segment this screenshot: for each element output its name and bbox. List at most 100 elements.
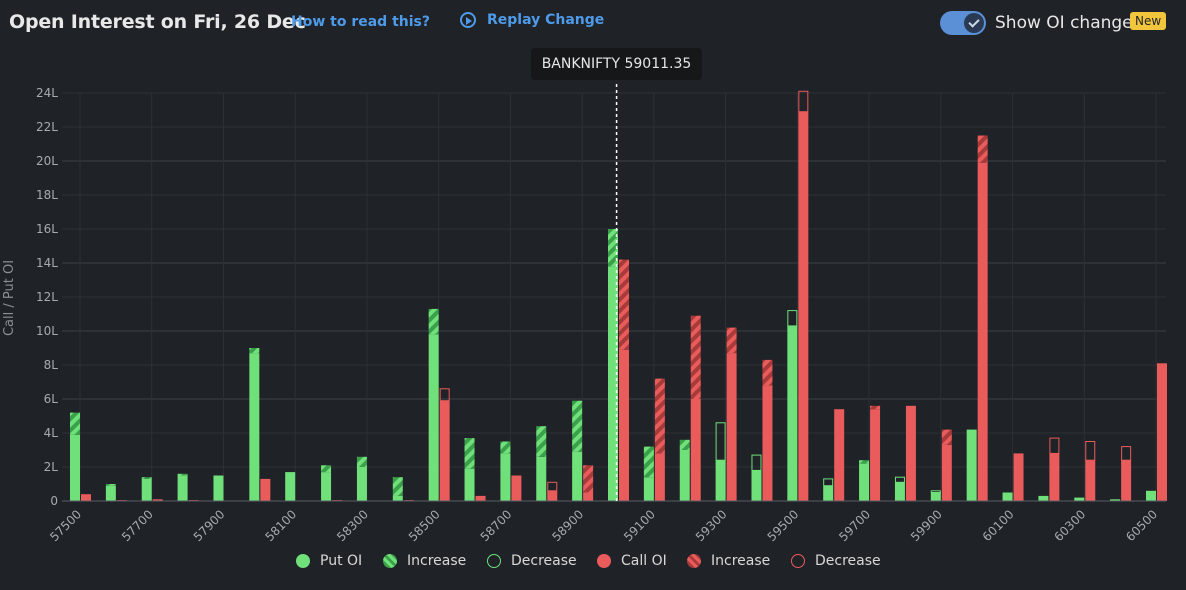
put-oi-bar <box>285 472 296 501</box>
how-to-read-link[interactable]: How to read this? <box>291 14 430 30</box>
legend-call-oi[interactable]: Call OI <box>597 553 667 569</box>
put-oi-swatch <box>296 554 310 568</box>
call-oi-bar <box>583 492 594 501</box>
legend-put-increase[interactable]: Increase <box>383 553 466 569</box>
put-oi-bar <box>321 472 332 501</box>
y-tick-label: 24L <box>36 86 58 100</box>
x-tick-label: 60300 <box>1051 507 1088 544</box>
call-oi-bar <box>870 409 881 501</box>
put-oi-bar <box>823 485 834 501</box>
call-oi-bar <box>1121 460 1132 501</box>
put-decrease-bar <box>823 478 834 487</box>
y-tick-label: 16L <box>36 222 58 236</box>
call-oi-swatch <box>597 554 611 568</box>
call-oi-bar <box>511 475 522 501</box>
call-oi-bar <box>654 453 665 501</box>
put-oi-bar <box>608 266 618 501</box>
put-increase-bar <box>464 438 475 469</box>
play-circle-icon <box>460 12 476 28</box>
call-increase-bar <box>762 359 773 386</box>
show-oi-change-toggle[interactable] <box>940 11 986 35</box>
call-oi-bar <box>941 444 952 501</box>
call-oi-bar <box>1085 460 1096 501</box>
chart-header: Open Interest on Fri, 26 Dec How to read… <box>0 0 1186 44</box>
x-tick-label: 57700 <box>119 507 156 544</box>
put-oi-bar <box>141 478 152 501</box>
put-oi-bar <box>70 434 80 501</box>
put-oi-bar <box>213 475 224 501</box>
legend-label: Put OI <box>320 553 363 569</box>
legend-put-decrease[interactable]: Decrease <box>487 553 577 569</box>
y-tick-label: 14L <box>36 256 58 270</box>
x-tick-label: 60500 <box>1123 507 1160 544</box>
call-decrease-bar <box>439 388 450 402</box>
put-increase-bar <box>177 473 188 476</box>
put-increase-bar <box>679 439 690 450</box>
y-tick-label: 22L <box>36 120 58 134</box>
y-axis-label: Call / Put OI <box>2 260 17 336</box>
call-increase-bar <box>977 135 988 163</box>
put-increase-swatch <box>383 554 397 568</box>
put-oi-bar <box>894 482 905 501</box>
call-oi-bar <box>152 499 163 501</box>
call-oi-bar <box>619 349 629 501</box>
put-oi-bar <box>1002 492 1013 501</box>
call-decrease-bar <box>547 481 558 492</box>
put-oi-bar <box>966 429 977 501</box>
put-increase-bar <box>643 446 654 478</box>
put-increase-bar <box>859 460 870 464</box>
y-tick-label: 10L <box>36 324 58 338</box>
legend-label: Decrease <box>815 553 881 569</box>
put-oi-bar <box>643 477 654 501</box>
put-oi-bar <box>787 325 798 501</box>
call-increase-bar <box>619 259 629 350</box>
x-tick-label: 60100 <box>980 507 1017 544</box>
replay-change-button[interactable]: Replay Change <box>460 12 604 28</box>
call-oi-bar <box>1049 453 1060 501</box>
put-oi-bar <box>930 492 941 501</box>
put-decrease-bar <box>894 476 905 483</box>
put-oi-bar <box>1110 499 1121 501</box>
y-tick-label: 18L <box>36 188 58 202</box>
put-oi-bar <box>392 495 403 501</box>
put-increase-bar <box>321 465 332 473</box>
x-tick-label: 59900 <box>908 507 945 544</box>
call-oi-bar <box>977 162 988 501</box>
y-tick-label: 8L <box>44 358 59 372</box>
x-tick-label: 57900 <box>191 507 228 544</box>
replay-change-label: Replay Change <box>487 12 605 28</box>
call-increase-bar <box>941 429 952 445</box>
call-increase-bar <box>690 315 701 399</box>
put-oi-bar <box>1038 495 1049 501</box>
y-tick-label: 12L <box>36 290 58 304</box>
legend-label: Increase <box>711 553 771 569</box>
legend-label: Call OI <box>621 553 667 569</box>
put-increase-bar <box>141 477 152 479</box>
call-increase-bar <box>726 327 737 354</box>
put-increase-bar <box>608 229 618 267</box>
put-oi-bar <box>1146 490 1156 501</box>
x-tick-label: 59700 <box>836 507 873 544</box>
put-increase-bar <box>500 441 511 454</box>
put-increase-bar <box>70 412 80 435</box>
call-decrease-swatch <box>791 554 805 568</box>
call-increase-bar <box>870 405 881 410</box>
legend-call-decrease[interactable]: Decrease <box>791 553 881 569</box>
chart-legend: Put OI Increase Decrease Call OI Increas… <box>0 553 1186 577</box>
put-increase-bar <box>572 400 583 452</box>
put-decrease-bar <box>715 422 726 461</box>
legend-label: Increase <box>407 553 467 569</box>
put-increase-bar <box>536 426 547 457</box>
legend-put-oi[interactable]: Put OI <box>296 553 362 569</box>
put-oi-bar <box>464 468 475 501</box>
call-oi-bar <box>475 495 486 501</box>
put-oi-bar <box>249 353 260 501</box>
call-oi-bar <box>1013 453 1024 501</box>
put-oi-bar <box>177 475 188 501</box>
put-oi-bar <box>428 334 439 501</box>
legend-call-increase[interactable]: Increase <box>687 553 770 569</box>
y-tick-label: 4L <box>44 426 59 440</box>
put-oi-bar <box>500 453 511 501</box>
put-increase-bar <box>356 456 367 467</box>
legend-label: Decrease <box>511 553 577 569</box>
